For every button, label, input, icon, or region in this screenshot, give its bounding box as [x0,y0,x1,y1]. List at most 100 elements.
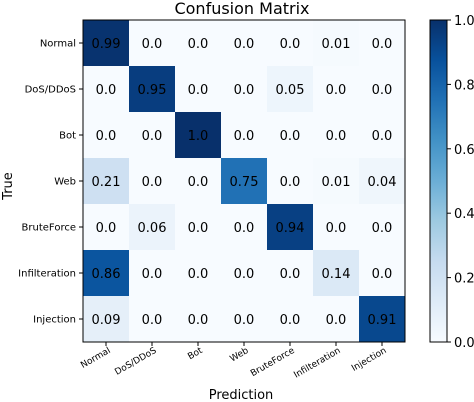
y-axis-label: True [1,172,16,201]
cell-value-label: 0.0 [188,313,209,328]
cell-value-label: 0.05 [276,83,305,98]
heatmap-cell [267,296,313,342]
cell-value-label: 0.0 [188,175,209,190]
heatmap-cell [175,158,221,204]
x-tick-label: BruteForce [249,346,297,379]
cell-value-label: 0.0 [188,221,209,236]
cell-value-label: 0.0 [234,313,255,328]
cell-value-label: 0.0 [372,221,393,236]
heatmap-cell [129,204,175,250]
cell-value-label: 0.91 [368,313,397,328]
heatmap-cell [175,112,221,158]
heatmap-cell [83,204,129,250]
cell-value-label: 0.21 [92,175,121,190]
heatmap-cell [221,158,267,204]
cell-value-label: 0.0 [326,83,347,98]
cell-value-label: 0.0 [96,221,117,236]
cell-value-label: 0.0 [142,129,163,144]
heatmap-cell [221,66,267,112]
y-tick-label: Web [54,177,76,188]
cell-value-label: 0.95 [138,83,167,98]
cell-value-label: 0.0 [188,83,209,98]
heatmap-cell [313,112,359,158]
heatmap-cell [267,112,313,158]
heatmap-cell [221,204,267,250]
y-tick-label: Injection [33,315,76,326]
heatmap-cell [359,112,405,158]
cell-value-label: 0.0 [280,37,301,52]
heatmap-cell [359,66,405,112]
colorbar: 0.0 0.2 0.4 0.6 0.8 1.0 [429,14,474,351]
heatmap-cell [359,250,405,296]
x-tick-label: DoS/DDoS [113,346,158,378]
cell-value-label: 0.86 [92,267,121,282]
cell-value-label: 0.0 [372,129,393,144]
heatmap-cell [129,66,175,112]
y-tick-label: DoS/DDoS [25,85,76,96]
heatmap-cell [83,158,129,204]
x-tick-label: Infilteration [292,346,342,381]
cell-value-label: 0.0 [280,129,301,144]
cell-value-label: 0.0 [142,175,163,190]
heatmap-cell [221,20,267,66]
colorbar-tick-label: 0.2 [454,272,474,287]
colorbar-tick-label: 1.0 [454,14,474,29]
cell-value-label: 0.75 [230,175,259,190]
heatmap-cell [267,66,313,112]
heatmap-cell [313,296,359,342]
cell-value-label: 0.0 [234,83,255,98]
cell-value-label: 0.0 [372,83,393,98]
cell-value-labels: 0.99 0.0 0.0 0.0 0.0 0.01 0.0 0.0 0.95 0.0 0.0 0.05… [92,37,397,328]
cell-value-label: 0.0 [96,83,117,98]
heatmap-cell [175,20,221,66]
cell-value-label: 0.01 [322,175,351,190]
heatmap-cell [359,296,405,342]
heatmap-cell [313,20,359,66]
cell-value-label: 0.0 [280,313,301,328]
heatmap-cell [313,66,359,112]
y-tick-label: BruteForce [22,223,76,234]
heatmap-cell [267,204,313,250]
heatmap-cell [313,158,359,204]
cell-value-label: 0.99 [92,37,121,52]
cell-value-label: 0.0 [188,37,209,52]
cell-value-label: 0.0 [234,267,255,282]
heatmap-cell [221,250,267,296]
cell-value-label: 0.0 [96,129,117,144]
heatmap-cell [129,296,175,342]
heatmap-cell [359,204,405,250]
heatmap-cell [267,20,313,66]
cell-value-label: 0.94 [276,221,305,236]
x-axis-label: Prediction [209,388,274,402]
heatmap-cell [129,20,175,66]
x-tick-label: Web [229,346,251,365]
cell-value-label: 1.0 [188,129,209,144]
x-tick-label: Normal [79,346,112,371]
heatmap-cell [175,204,221,250]
cell-value-label: 0.0 [280,267,301,282]
y-tick-label: Bot [59,131,76,142]
colorbar-tick-label: 0.6 [454,143,474,158]
colorbar-gradient [429,19,448,343]
cell-value-label: 0.0 [280,175,301,190]
heatmap-cell [83,250,129,296]
heatmap-cell [267,158,313,204]
heatmap-cell [83,296,129,342]
heatmap-cell [221,296,267,342]
cell-value-label: 0.0 [234,129,255,144]
cell-value-label: 0.0 [234,37,255,52]
cell-value-label: 0.0 [326,129,347,144]
heatmap-cell [129,250,175,296]
heatmap-cell [359,20,405,66]
heatmap-cell [175,250,221,296]
y-tick-label: Normal [40,39,76,50]
cell-value-label: 0.0 [188,267,209,282]
heatmap-cell [175,296,221,342]
heatmap-cells [83,20,405,342]
cell-value-label: 0.0 [234,221,255,236]
cell-value-label: 0.0 [142,37,163,52]
heatmap-cell [313,250,359,296]
cell-value-label: 0.06 [138,221,167,236]
cell-value-label: 0.0 [326,221,347,236]
